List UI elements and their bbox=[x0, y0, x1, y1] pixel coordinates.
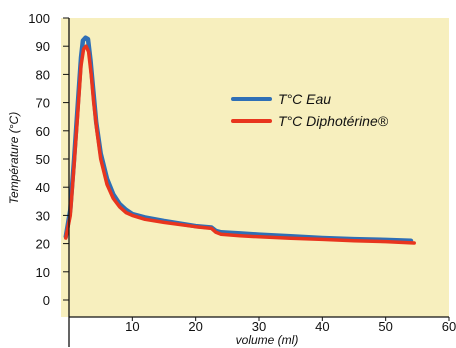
legend-label-1: T°C Eau bbox=[278, 91, 331, 107]
y-tick-label: 60 bbox=[36, 124, 50, 139]
y-tick-label: 10 bbox=[36, 265, 50, 280]
y-tick-label: 0 bbox=[43, 293, 50, 308]
y-axis-title: Température (°C) bbox=[7, 112, 21, 204]
y-tick-label: 70 bbox=[36, 96, 50, 111]
series-line-2 bbox=[64, 44, 416, 245]
legend: T°C Eau T°C Diphotérine® bbox=[231, 91, 389, 129]
x-axis-title: volume (ml) bbox=[236, 333, 299, 347]
y-tick-label: 90 bbox=[36, 39, 50, 54]
y-tick-label: 50 bbox=[36, 152, 50, 167]
y-tick-label: 30 bbox=[36, 208, 50, 223]
plot-background bbox=[61, 18, 449, 317]
x-tick-label: 60 bbox=[442, 319, 456, 334]
x-tick-label: 20 bbox=[188, 319, 202, 334]
legend-label-2: T°C Diphotérine® bbox=[278, 113, 389, 129]
y-tick-label: 80 bbox=[36, 67, 50, 82]
y-tick-label: 100 bbox=[28, 11, 50, 26]
y-tick-label: 40 bbox=[36, 180, 50, 195]
x-tick-label: 10 bbox=[125, 319, 139, 334]
x-tick-label: 30 bbox=[252, 319, 266, 334]
x-tick-label: 50 bbox=[378, 319, 392, 334]
ticks-layer: 0 10 20 30 40 50 60 70 80 90 100 10 20 30 40 50 60 bbox=[28, 11, 456, 334]
y-tick-label: 20 bbox=[36, 237, 50, 252]
series-layer bbox=[63, 35, 416, 245]
x-tick-label: 40 bbox=[315, 319, 329, 334]
series-line-1 bbox=[63, 35, 414, 244]
